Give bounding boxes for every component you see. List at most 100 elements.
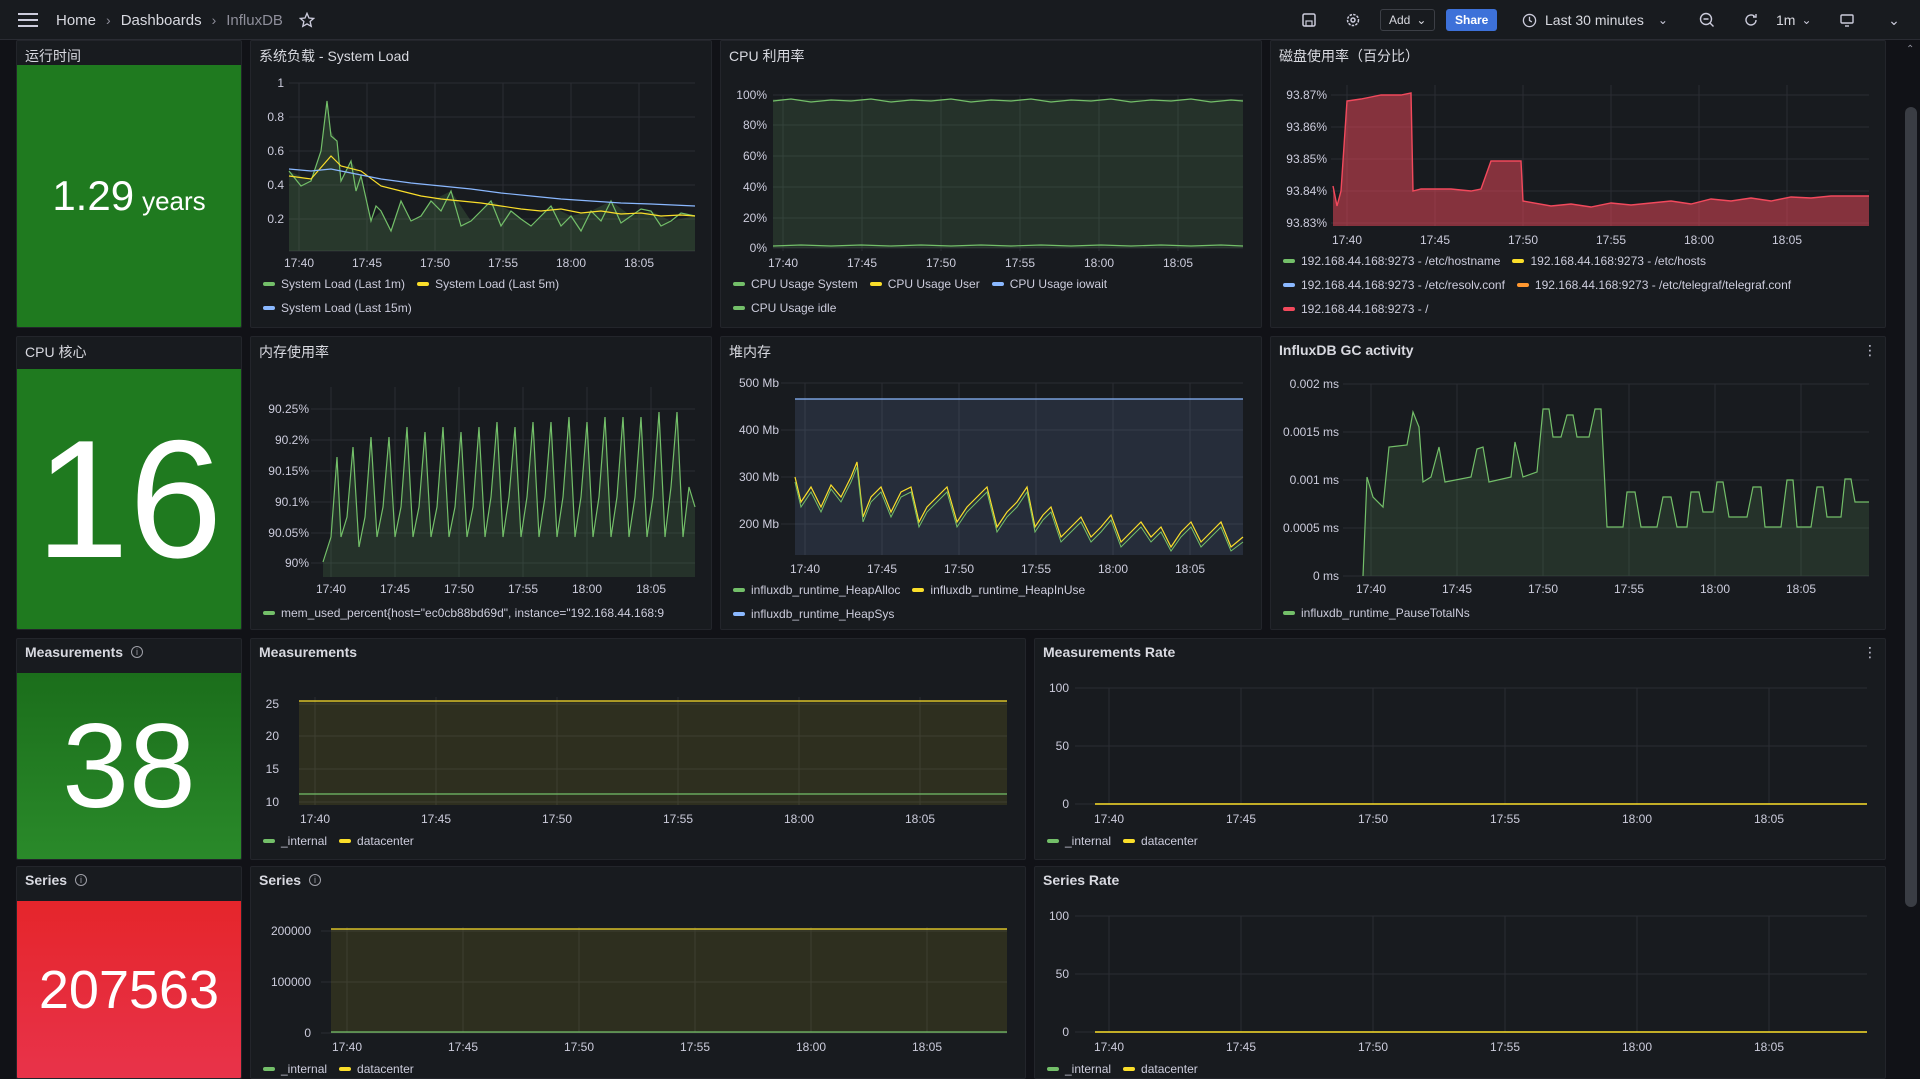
time-picker[interactable]: Last 30 minutes ⌄ xyxy=(1522,0,1668,40)
y-tick: 25 xyxy=(266,697,280,711)
x-tick: 17:55 xyxy=(680,1040,710,1054)
scroll-up-icon[interactable]: ⌃ xyxy=(1906,44,1915,55)
panel-title: Measurements Rate xyxy=(1043,644,1176,660)
breadcrumb-home[interactable]: Home xyxy=(56,11,97,29)
x-tick: 17:45 xyxy=(867,562,897,576)
chart-legend: CPU Usage idle xyxy=(733,301,836,315)
panel-title: Series i xyxy=(259,872,322,888)
series-area xyxy=(1363,409,1869,576)
share-button[interactable]: Share xyxy=(1446,9,1498,31)
breadcrumb-dashboards[interactable]: Dashboards xyxy=(120,11,202,29)
legend-item[interactable]: datacenter xyxy=(339,1062,414,1076)
panel-gc-activity: InfluxDB GC activity ⋮ 0.002 ms 0.0015 m… xyxy=(1270,336,1886,630)
legend-item[interactable]: 192.168.44.168:9273 - / xyxy=(1283,302,1428,316)
refresh-icon[interactable] xyxy=(1742,0,1760,40)
legend-item[interactable]: influxdb_runtime_HeapAlloc xyxy=(733,583,900,597)
refresh-interval-picker[interactable]: 1m ⌄ xyxy=(1776,0,1812,40)
panel-measurements-chart: Measurements 25 20 15 10 17:40 17:45 17:… xyxy=(250,638,1026,860)
chevron-down-icon: ⌄ xyxy=(1657,13,1668,27)
legend-item[interactable]: 192.168.44.168:9273 - /etc/hostname xyxy=(1283,254,1500,268)
series-line-root xyxy=(1332,92,1869,208)
y-tick: 100000 xyxy=(271,975,311,989)
series-line-heapinuse xyxy=(794,461,1244,549)
refresh-interval-label: 1m xyxy=(1776,12,1796,28)
y-tick: 0.0015 ms xyxy=(1283,425,1339,439)
legend-item[interactable]: _internal xyxy=(1047,834,1111,848)
legend-item[interactable]: _internal xyxy=(263,1062,327,1076)
info-icon[interactable]: i xyxy=(75,874,88,886)
legend-item[interactable]: mem_used_percent{host="ec0cb88bd69d", in… xyxy=(263,606,664,620)
breadcrumb: Home › Dashboards › InfluxDB xyxy=(56,0,315,40)
y-tick: 300 Mb xyxy=(739,470,779,484)
legend-item[interactable]: _internal xyxy=(1047,1062,1111,1076)
panel-series-stat: Series i 207563 xyxy=(16,866,242,1079)
panel-title: 磁盘使用率（百分比） xyxy=(1279,48,1419,64)
time-range-label: Last 30 minutes xyxy=(1545,12,1644,28)
info-icon[interactable]: i xyxy=(131,646,144,658)
legend-item[interactable]: 192.168.44.168:9273 - /etc/resolv.conf xyxy=(1283,278,1505,292)
settings-gear-icon[interactable] xyxy=(1344,0,1362,40)
legend-item[interactable]: System Load (Last 1m) xyxy=(263,277,405,291)
panel-uptime: 运行时间 1.29 years xyxy=(16,40,242,328)
info-icon[interactable]: i xyxy=(309,874,322,886)
series-line-mem xyxy=(322,411,696,563)
legend-item[interactable]: CPU Usage User xyxy=(869,277,980,291)
panel-measurements-stat: Measurements i 38 xyxy=(16,638,242,860)
x-tick: 17:45 xyxy=(1420,233,1450,247)
legend-item[interactable]: _internal xyxy=(263,834,327,848)
stat-value: 16 xyxy=(35,405,223,593)
panel-title: Measurements i xyxy=(25,644,144,660)
legend-item[interactable]: 192.168.44.168:9273 - /etc/telegraf/tele… xyxy=(1516,278,1791,292)
legend-item[interactable]: datacenter xyxy=(1123,1062,1198,1076)
x-tick: 18:00 xyxy=(1684,233,1714,247)
star-icon[interactable] xyxy=(298,12,315,28)
panel-title: CPU 利用率 xyxy=(729,48,805,64)
x-tick: 17:45 xyxy=(847,256,877,270)
panel-title: Series Rate xyxy=(1043,872,1120,888)
legend-item[interactable]: System Load (Last 5m) xyxy=(417,277,559,291)
legend-item[interactable]: CPU Usage iowait xyxy=(991,277,1107,291)
panel-menu-icon[interactable]: ⋮ xyxy=(1863,643,1877,660)
legend-item[interactable]: System Load (Last 15m) xyxy=(263,301,412,315)
chevron-down-icon[interactable]: ⌄ xyxy=(1888,11,1900,28)
x-tick: 18:00 xyxy=(1098,562,1128,576)
panel-menu-icon[interactable]: ⋮ xyxy=(1863,341,1877,358)
x-tick: 18:00 xyxy=(1084,256,1114,270)
y-tick: 100 xyxy=(1049,681,1069,695)
scrollbar-thumb[interactable] xyxy=(1905,107,1917,907)
save-icon[interactable] xyxy=(1300,0,1318,40)
chart-legend: System Load (Last 15m) xyxy=(263,301,412,315)
legend-item[interactable]: influxdb_runtime_PauseTotalNs xyxy=(1283,606,1470,620)
series-area xyxy=(289,101,695,251)
x-tick: 17:45 xyxy=(1226,1040,1256,1054)
legend-item[interactable]: datacenter xyxy=(339,834,414,848)
series-area xyxy=(1333,93,1869,226)
add-button[interactable]: Add ⌄ xyxy=(1380,9,1436,31)
series-area xyxy=(331,929,1007,1033)
legend-item[interactable]: datacenter xyxy=(1123,834,1198,848)
y-tick: 0 ms xyxy=(1313,569,1339,583)
add-button-label: Add xyxy=(1389,13,1411,27)
zoom-out-icon[interactable] xyxy=(1698,0,1716,40)
legend-item[interactable]: influxdb_runtime_HeapSys xyxy=(733,607,894,621)
y-tick: 200 Mb xyxy=(739,517,779,531)
legend-item[interactable]: 192.168.44.168:9273 - /etc/hosts xyxy=(1512,254,1706,268)
y-tick: 93.87% xyxy=(1286,88,1327,102)
panel-measurements-rate: Measurements Rate ⋮ 100 50 0 17:40 17:45… xyxy=(1034,638,1886,860)
legend-item[interactable]: CPU Usage idle xyxy=(733,301,836,315)
page-scrollbar[interactable]: ⌃ xyxy=(1902,40,1920,1079)
x-tick: 17:55 xyxy=(1005,256,1035,270)
x-tick: 17:55 xyxy=(1614,582,1644,596)
x-tick: 18:05 xyxy=(1786,582,1816,596)
legend-item[interactable]: influxdb_runtime_HeapInUse xyxy=(912,583,1085,597)
y-tick: 90.1% xyxy=(275,495,309,509)
clock-icon xyxy=(1522,13,1537,28)
tv-mode-icon[interactable] xyxy=(1838,0,1856,40)
menu-icon[interactable] xyxy=(16,0,40,40)
y-tick: 0.002 ms xyxy=(1290,377,1339,391)
y-tick: 0.001 ms xyxy=(1290,473,1339,487)
legend-item[interactable]: CPU Usage System xyxy=(733,277,858,291)
x-tick: 17:40 xyxy=(790,562,820,576)
chart-legend: _internal datacenter xyxy=(263,834,414,848)
chart-legend: influxdb_runtime_PauseTotalNs xyxy=(1283,606,1470,620)
